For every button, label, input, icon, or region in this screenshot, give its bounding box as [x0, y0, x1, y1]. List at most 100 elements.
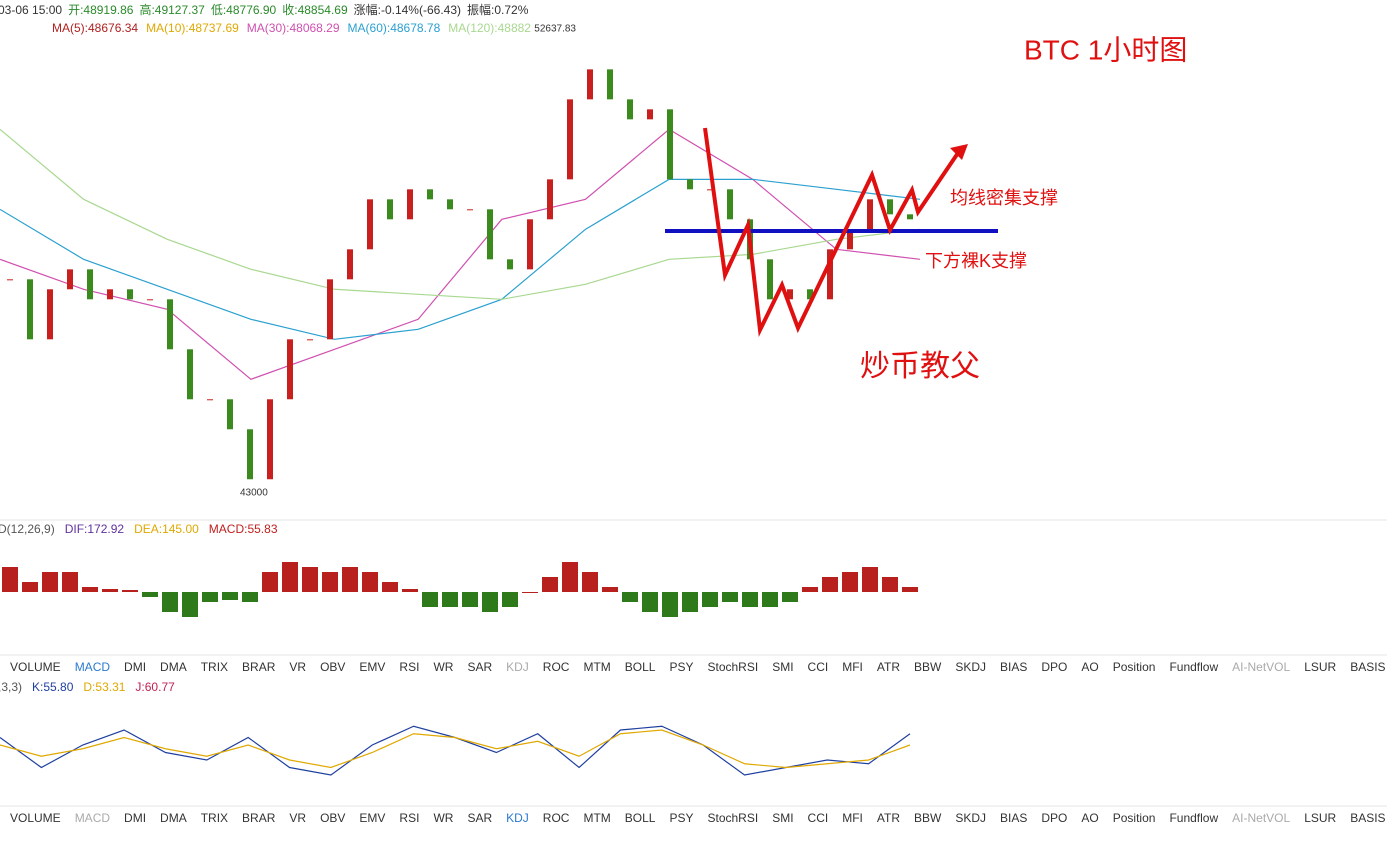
indicator-tab[interactable]: TRIX — [201, 811, 228, 825]
indicator-tab[interactable]: BIAS — [1000, 660, 1027, 674]
indicator-tab[interactable]: DMI — [124, 811, 146, 825]
indicator-tab[interactable]: MFI — [842, 811, 863, 825]
header-field: 涨幅:-0.14%(-66.43) — [354, 2, 461, 17]
indicator-tab[interactable]: SKDJ — [955, 811, 986, 825]
candle — [647, 109, 653, 120]
macd-bar — [442, 592, 458, 607]
indicator-tab[interactable]: Position — [1113, 811, 1156, 825]
candle — [67, 269, 73, 290]
indicator-tab[interactable]: PSY — [669, 811, 693, 825]
macd-bar — [542, 577, 558, 592]
indicator-tab[interactable]: CCI — [808, 660, 829, 674]
candle — [127, 289, 133, 300]
candle — [267, 399, 273, 480]
candle — [327, 279, 333, 340]
ma-line — [0, 178, 921, 340]
macd-bar — [402, 589, 418, 592]
indicator-tab[interactable]: WR — [433, 811, 453, 825]
macd-bar — [162, 592, 178, 612]
candle — [547, 179, 553, 220]
macd-bar — [642, 592, 658, 612]
indicator-tab[interactable]: SAR — [467, 811, 492, 825]
indicator-tab[interactable]: SKDJ — [955, 660, 986, 674]
indicator-tab[interactable]: BIAS — [1000, 811, 1027, 825]
macd-bar — [362, 572, 378, 592]
macd-bar — [102, 589, 118, 592]
indicator-tab[interactable]: OBV — [320, 811, 345, 825]
macd-bar — [282, 562, 298, 592]
macd-bar — [742, 592, 758, 607]
indicator-legend: K:55.80 — [32, 680, 74, 694]
candle — [667, 109, 673, 180]
indicator-tab[interactable]: BASIS — [1350, 660, 1385, 674]
header-field: 振幅:0.72% — [467, 2, 529, 17]
indicator-tab[interactable]: VOLUME — [10, 811, 61, 825]
indicator-tab[interactable]: LSUR — [1304, 811, 1336, 825]
header-field: 高:49127.37 — [139, 2, 205, 17]
macd-bar — [322, 572, 338, 592]
candle — [727, 189, 733, 220]
indicator-tab[interactable]: ATR — [877, 811, 900, 825]
indicator-tab[interactable]: BRAR — [242, 811, 276, 825]
indicator-tab[interactable]: KDJ — [506, 811, 529, 825]
indicator-tab[interactable]: MACD — [75, 811, 111, 825]
indicator-tab[interactable]: TRIX — [201, 660, 228, 674]
indicator-tab[interactable]: LSUR — [1304, 660, 1336, 674]
candle — [147, 299, 153, 301]
indicator-tab[interactable]: VR — [289, 811, 306, 825]
indicator-tab[interactable]: AO — [1081, 811, 1098, 825]
indicator-tab[interactable]: SAR — [467, 660, 492, 674]
candle — [27, 279, 33, 340]
indicator-tab[interactable]: AI-NetVOL — [1232, 811, 1290, 825]
indicator-tab[interactable]: ROC — [543, 811, 570, 825]
indicator-tab[interactable]: BBW — [914, 660, 942, 674]
indicator-tab[interactable]: VOLUME — [10, 660, 61, 674]
indicator-tab[interactable]: AO — [1081, 660, 1098, 674]
indicator-tab[interactable]: MTM — [583, 811, 610, 825]
annotation: 下方裸K支撑 — [925, 251, 1027, 271]
indicator-tab[interactable]: Fundflow — [1169, 660, 1218, 674]
indicator-tab[interactable]: OBV — [320, 660, 345, 674]
indicator-tab[interactable]: Fundflow — [1169, 811, 1218, 825]
indicator-tab[interactable]: BRAR — [242, 660, 276, 674]
indicator-tab[interactable]: ATR — [877, 660, 900, 674]
indicator-tab[interactable]: VR — [289, 660, 306, 674]
ma-legend: MA(5):48676.34 — [52, 21, 138, 35]
indicator-tab[interactable]: SMI — [772, 811, 793, 825]
indicator-tab[interactable]: DMI — [124, 660, 146, 674]
indicator-tab[interactable]: PSY — [669, 660, 693, 674]
indicator-tab[interactable]: MTM — [583, 660, 610, 674]
indicator-tab[interactable]: EMV — [359, 811, 385, 825]
indicator-tab[interactable]: BOLL — [625, 811, 656, 825]
indicator-tab[interactable]: StochRSI — [708, 811, 759, 825]
indicator-tab[interactable]: DPO — [1041, 811, 1067, 825]
indicator-tab[interactable]: ROC — [543, 660, 570, 674]
candle — [47, 289, 53, 340]
ma-line — [0, 128, 921, 380]
indicator-tab[interactable]: BASIS — [1350, 811, 1385, 825]
indicator-tab[interactable]: BOLL — [625, 660, 656, 674]
macd-bar — [662, 592, 678, 617]
indicator-tab[interactable]: DMA — [160, 660, 187, 674]
macd-bar — [422, 592, 438, 607]
candle — [607, 69, 613, 100]
indicator-tab[interactable]: AI-NetVOL — [1232, 660, 1290, 674]
indicator-tab[interactable]: RSI — [399, 660, 419, 674]
indicator-tab[interactable]: EMV — [359, 660, 385, 674]
indicator-tab[interactable]: Position — [1113, 660, 1156, 674]
indicator-tab[interactable]: MACD — [75, 660, 111, 674]
kdj-line — [0, 725, 911, 776]
indicator-tab[interactable]: DMA — [160, 811, 187, 825]
indicator-tab[interactable]: StochRSI — [708, 660, 759, 674]
macd-bar — [762, 592, 778, 607]
indicator-tab[interactable]: DPO — [1041, 660, 1067, 674]
indicator-tab[interactable]: WR — [433, 660, 453, 674]
indicator-tab[interactable]: MFI — [842, 660, 863, 674]
candle — [687, 179, 693, 190]
indicator-tab[interactable]: CCI — [808, 811, 829, 825]
indicator-tab[interactable]: RSI — [399, 811, 419, 825]
indicator-tab[interactable]: SMI — [772, 660, 793, 674]
indicator-tab[interactable]: KDJ — [506, 660, 529, 674]
indicator-tab[interactable]: BBW — [914, 811, 942, 825]
